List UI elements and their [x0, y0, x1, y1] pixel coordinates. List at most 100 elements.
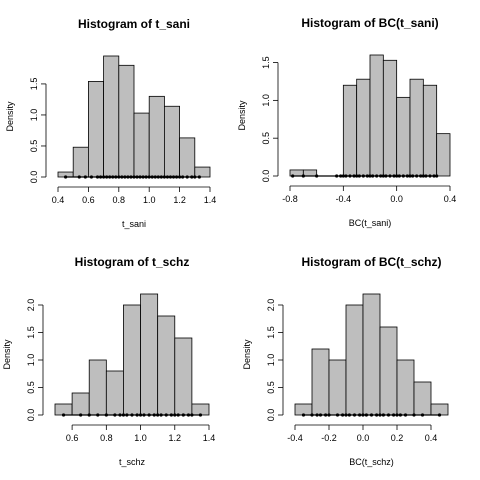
rug-point: [315, 174, 319, 178]
x-axis-title: t_schz: [119, 457, 146, 467]
plot-area: -0.4 -0.2 0.0 0.2 0.4 0.0 0.5 1.0 1.5 2.0: [266, 293, 449, 443]
histogram-bar: [88, 81, 105, 178]
rug-point: [144, 175, 148, 179]
rug-point: [181, 175, 185, 179]
rug-point: [117, 175, 121, 179]
rug-point: [395, 174, 399, 178]
histogram-bar: [302, 169, 318, 177]
rug-point: [432, 174, 436, 178]
rug-point: [87, 413, 91, 417]
histogram-bar: [133, 112, 150, 178]
y-tick-label: 0.0: [266, 409, 276, 422]
rug-point: [361, 174, 365, 178]
rug-point: [401, 174, 405, 178]
rug-point: [392, 413, 396, 417]
rug-point: [341, 413, 345, 417]
histogram-bar: [356, 78, 371, 177]
rug-point: [111, 175, 115, 179]
x-tick-label: 0.0: [357, 433, 370, 443]
chart-title: Histogram of BC(t_sani): [301, 16, 438, 30]
rug-point: [318, 413, 323, 417]
rug-point: [291, 174, 295, 178]
y-tick-label: 1.5: [266, 326, 276, 339]
plot-area: 0.4 0.6 0.8 1.0 1.2 1.4 0.0 0.5 1.0 1.5: [29, 55, 216, 205]
histogram-bar: [396, 96, 411, 177]
x-tick-label: -0.4: [287, 433, 303, 443]
x-axis-title: BC(t_sani): [349, 218, 392, 228]
y-tick-label: 0.5: [266, 381, 276, 394]
plot-area: 0.6 0.8 1.0 1.2 1.4 0.0 0.5 1.0 1.5 2.0: [26, 293, 215, 443]
rug-point: [150, 175, 154, 179]
panel-t-sani: Histogram of t_sani t_sani Density 0.4 0.…: [5, 17, 216, 229]
histogram-bar: [123, 304, 141, 416]
rug-point: [165, 175, 170, 179]
y-tick-label: 1.5: [26, 326, 36, 339]
rug-point: [118, 413, 122, 417]
rug-point: [378, 413, 382, 417]
rug-point: [365, 174, 369, 178]
histogram-bar: [71, 392, 90, 416]
rug-point: [415, 174, 419, 178]
rug-point: [185, 175, 189, 179]
x-tick-label: 1.0: [134, 433, 147, 443]
rug-point: [352, 413, 357, 417]
y-tick-label: 0.5: [26, 381, 36, 394]
histogram-bar: [328, 359, 347, 416]
x-tick-label: 0.2: [391, 433, 404, 443]
rug-point: [375, 174, 379, 178]
x-tick-label: 0.8: [100, 433, 113, 443]
rug-point: [368, 174, 372, 178]
rug-point: [153, 175, 157, 179]
y-axis-title: Density: [2, 339, 12, 370]
rug-point: [114, 175, 118, 179]
histogram-bar: [422, 84, 438, 177]
rug-point: [79, 413, 83, 417]
y-tick-label: 2.0: [266, 299, 276, 312]
rug-point: [398, 413, 402, 417]
rug-point: [392, 174, 396, 178]
x-tick-label: -0.4: [336, 194, 352, 204]
x-axis-title: BC(t_schz): [349, 457, 394, 467]
histogram-bar: [294, 403, 313, 416]
y-tick-label: 1.5: [29, 78, 39, 91]
rug-point: [341, 174, 345, 178]
rug-point: [178, 175, 182, 179]
rug-point: [193, 175, 197, 179]
rug-point: [379, 174, 383, 178]
chart-title: Histogram of t_sani: [78, 17, 190, 31]
rug-point: [381, 174, 385, 178]
x-tick-label: 0.4: [425, 433, 438, 443]
rug-point: [104, 413, 108, 417]
rug-point: [369, 413, 374, 417]
rug-point: [113, 413, 117, 417]
rug-point: [77, 175, 81, 179]
x-axis-title: t_sani: [122, 219, 146, 229]
rug-point: [123, 175, 127, 179]
histogram-bar: [396, 359, 415, 416]
rug-point: [428, 174, 432, 178]
rug-point: [102, 175, 106, 179]
rug-point: [156, 175, 160, 179]
rug-point: [348, 174, 352, 178]
histogram-bar: [174, 337, 193, 416]
rug-point: [147, 175, 151, 179]
y-axis-title: Density: [242, 339, 252, 370]
y-tick-label: 0.5: [261, 132, 271, 145]
rug-point: [335, 174, 339, 178]
x-tick-label: 0.4: [52, 195, 65, 205]
histogram-bar: [342, 84, 358, 177]
rug-point: [138, 175, 142, 179]
rug-point: [108, 175, 112, 179]
histogram-bar: [140, 293, 159, 416]
rug-point: [339, 174, 343, 178]
histogram-bar: [194, 166, 211, 178]
rug-point: [125, 413, 129, 417]
rug-point: [132, 175, 136, 179]
rug-point: [89, 175, 94, 179]
histogram-bar: [430, 403, 449, 416]
histogram-bar: [369, 54, 384, 177]
y-tick-label: 1.5: [261, 56, 271, 69]
rug-point: [315, 413, 319, 417]
rug-point: [174, 175, 179, 179]
x-tick-label: 0.4: [444, 194, 457, 204]
